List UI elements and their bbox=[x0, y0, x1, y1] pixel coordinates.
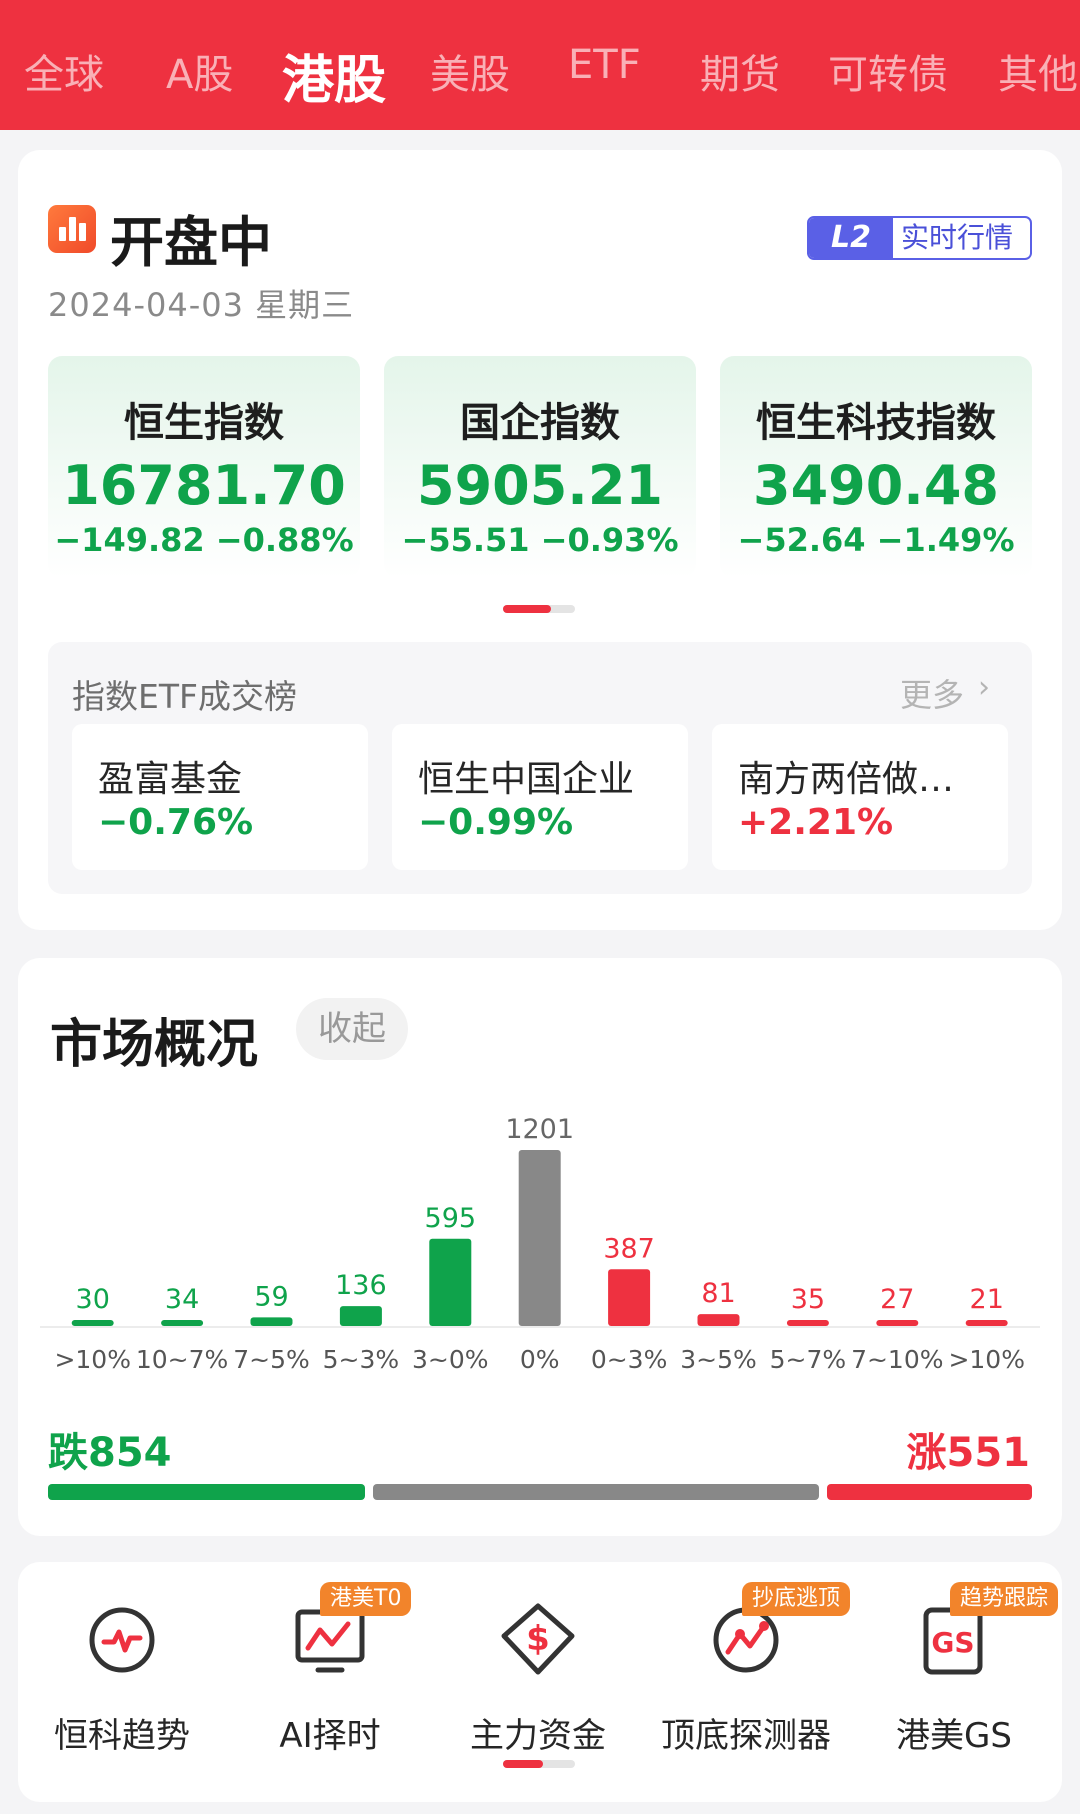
l2-logo: L2 bbox=[809, 218, 893, 258]
tab-etf[interactable]: ETF bbox=[568, 42, 641, 88]
index-card-hstech[interactable]: 恒生科技指数 3490.48 −52.64 −1.49% bbox=[720, 356, 1032, 578]
chart-category-label: 7~5% bbox=[233, 1345, 310, 1374]
chart-category-label: 5~3% bbox=[323, 1345, 400, 1374]
market-status-title: 开盘中 bbox=[110, 211, 272, 274]
index-change: −149.82 −0.88% bbox=[54, 521, 354, 559]
chart-category-label: 3~0% bbox=[412, 1345, 489, 1374]
index-change: −52.64 −1.49% bbox=[737, 521, 1015, 559]
decliners-bar bbox=[48, 1484, 366, 1500]
chart-category-label: >10% bbox=[948, 1345, 1025, 1374]
tool-label: 主力资金 bbox=[470, 1716, 606, 1756]
money-diamond-icon: $ bbox=[501, 1603, 575, 1675]
tab-convertible-bonds[interactable]: 可转债 bbox=[828, 52, 948, 98]
chart-category-label: 10~7% bbox=[136, 1345, 228, 1374]
chart-bar bbox=[518, 1150, 561, 1326]
chart-value-label: 595 bbox=[425, 1203, 477, 1234]
index-name: 恒生指数 bbox=[124, 400, 284, 446]
collapse-button[interactable]: 收起 bbox=[296, 998, 408, 1060]
tab-a-shares[interactable]: A股 bbox=[166, 52, 234, 98]
advancers-count: 涨551 bbox=[906, 1430, 1031, 1476]
tab-us-stocks[interactable]: 美股 bbox=[430, 52, 510, 98]
tool-label: 港美GS bbox=[896, 1716, 1012, 1756]
chart-bar bbox=[876, 1320, 919, 1326]
tab-other[interactable]: 其他 bbox=[998, 52, 1078, 98]
index-carousel-indicator bbox=[503, 605, 575, 613]
chart-bar bbox=[161, 1320, 204, 1326]
gs-badge-icon: GS bbox=[923, 1607, 983, 1675]
tool-tag: 港美T0 bbox=[320, 1582, 412, 1616]
index-name: 国企指数 bbox=[460, 400, 620, 446]
chart-value-label: 136 bbox=[335, 1270, 387, 1301]
index-card-hsi[interactable]: 恒生指数 16781.70 −149.82 −0.88% bbox=[48, 356, 360, 578]
index-name: 恒生科技指数 bbox=[756, 400, 996, 446]
chart-bar bbox=[429, 1238, 472, 1326]
chart-value-label: 59 bbox=[254, 1281, 288, 1312]
index-value: 3490.48 bbox=[753, 454, 999, 517]
market-tab-bar: 全球 A股 港股 美股 ETF 期货 可转债 其他 bbox=[0, 0, 1080, 130]
l2-realtime-badge[interactable]: L2 实时行情 bbox=[807, 216, 1032, 260]
etf-change-pct: −0.76% bbox=[98, 802, 254, 843]
chart-category-label: 0~3% bbox=[591, 1345, 668, 1374]
chart-category-label: 5~7% bbox=[770, 1345, 847, 1374]
tool-tag: 抄底逃顶 bbox=[742, 1582, 851, 1616]
index-card-hscei[interactable]: 国企指数 5905.21 −55.51 −0.93% bbox=[384, 356, 696, 578]
tools-carousel-indicator bbox=[503, 1760, 575, 1768]
trend-pulse-icon bbox=[89, 1607, 155, 1673]
etf-ranking-title: 指数ETF成交榜 bbox=[72, 677, 297, 716]
svg-text:GS: GS bbox=[931, 1626, 974, 1659]
tool-tag: 趋势跟踪 bbox=[950, 1582, 1059, 1616]
chart-value-label: 21 bbox=[970, 1284, 1004, 1315]
realtime-quote-label: 实时行情 bbox=[901, 221, 1014, 254]
svg-text:$: $ bbox=[526, 1619, 550, 1659]
chart-bar bbox=[339, 1306, 382, 1326]
tab-global[interactable]: 全球 bbox=[24, 52, 104, 98]
tool-label: 恒科趋势 bbox=[54, 1716, 190, 1756]
decliners-count: 跌854 bbox=[48, 1430, 172, 1476]
etf-name: 盈富基金 bbox=[98, 759, 243, 800]
chart-bar bbox=[608, 1269, 651, 1326]
chart-category-label: 7~10% bbox=[851, 1345, 943, 1374]
chart-value-label: 27 bbox=[880, 1284, 914, 1315]
etf-item[interactable]: 盈富基金 −0.76% bbox=[72, 724, 368, 870]
chart-value-label: 30 bbox=[76, 1284, 110, 1315]
advancers-bar bbox=[827, 1484, 1032, 1500]
chart-category-label: >10% bbox=[54, 1345, 131, 1374]
etf-more-link[interactable]: 更多 bbox=[900, 676, 965, 714]
chart-bar bbox=[697, 1314, 740, 1326]
candlestick-icon bbox=[48, 205, 96, 253]
unchanged-bar bbox=[373, 1484, 820, 1500]
tab-futures[interactable]: 期货 bbox=[700, 52, 780, 98]
index-change: −55.51 −0.93% bbox=[401, 521, 679, 559]
market-overview-title: 市场概况 bbox=[50, 1015, 259, 1075]
index-value: 16781.70 bbox=[62, 454, 346, 517]
etf-item[interactable]: 恒生中国企业 −0.99% bbox=[392, 724, 688, 870]
tool-label: 顶底探测器 bbox=[661, 1716, 831, 1756]
etf-item[interactable]: 南方两倍做… +2.21% bbox=[712, 724, 1008, 870]
chart-value-label: 81 bbox=[701, 1278, 735, 1309]
etf-change-pct: +2.21% bbox=[738, 802, 894, 843]
chart-category-label: 3~5% bbox=[680, 1345, 757, 1374]
chart-value-label: 34 bbox=[165, 1284, 199, 1315]
chart-category-label: 0% bbox=[520, 1345, 560, 1374]
etf-name: 恒生中国企业 bbox=[418, 759, 635, 800]
etf-change-pct: −0.99% bbox=[418, 802, 574, 843]
index-value: 5905.21 bbox=[417, 454, 663, 517]
chart-bar bbox=[250, 1317, 293, 1326]
chart-value-label: 35 bbox=[791, 1284, 825, 1315]
chart-bar bbox=[71, 1320, 114, 1326]
trade-date: 2024-04-03 星期三 bbox=[48, 286, 355, 324]
etf-name: 南方两倍做… bbox=[738, 759, 955, 800]
chart-value-label: 387 bbox=[603, 1233, 655, 1264]
tab-hk-stocks[interactable]: 港股 bbox=[282, 51, 387, 111]
chevron-right-icon[interactable]: › bbox=[978, 670, 990, 705]
tool-label: AI择时 bbox=[279, 1716, 381, 1756]
chart-value-label: 1201 bbox=[505, 1114, 574, 1145]
chart-bar bbox=[965, 1320, 1008, 1326]
chart-bar bbox=[786, 1320, 829, 1326]
